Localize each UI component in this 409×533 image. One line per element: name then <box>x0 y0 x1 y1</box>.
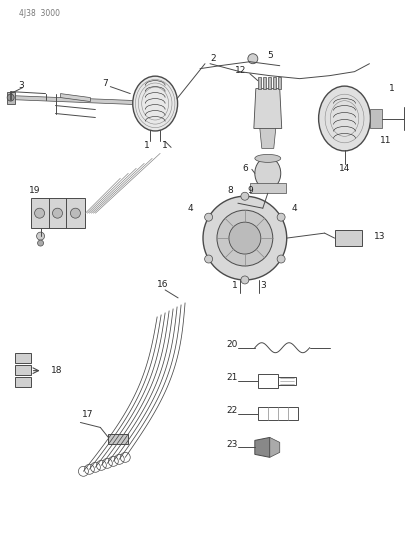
Circle shape <box>216 210 272 266</box>
Text: 17: 17 <box>82 410 94 419</box>
Circle shape <box>276 255 284 263</box>
Circle shape <box>36 232 45 240</box>
Bar <box>108 434 128 445</box>
Text: 13: 13 <box>373 232 385 240</box>
Text: 3: 3 <box>18 81 24 90</box>
Text: 7: 7 <box>102 79 108 88</box>
Polygon shape <box>249 183 285 193</box>
Text: 1: 1 <box>162 141 168 150</box>
Text: 19: 19 <box>29 186 40 195</box>
Circle shape <box>204 255 212 263</box>
Text: 4J38  3000: 4J38 3000 <box>18 10 59 18</box>
Text: 2: 2 <box>210 54 215 63</box>
Circle shape <box>204 213 212 221</box>
Bar <box>15 365 31 375</box>
Text: 22: 22 <box>226 406 237 415</box>
Polygon shape <box>11 95 160 106</box>
Bar <box>15 377 31 386</box>
Circle shape <box>240 192 248 200</box>
Ellipse shape <box>318 86 370 151</box>
Circle shape <box>7 94 14 101</box>
Text: 5: 5 <box>266 51 272 60</box>
Text: 20: 20 <box>226 340 237 349</box>
Circle shape <box>276 213 284 221</box>
Text: 16: 16 <box>156 280 168 289</box>
Text: 1: 1 <box>388 84 393 93</box>
Polygon shape <box>31 198 85 228</box>
Circle shape <box>202 196 286 280</box>
Ellipse shape <box>133 76 177 131</box>
Text: 1: 1 <box>231 281 237 290</box>
Text: 4: 4 <box>187 204 192 213</box>
Polygon shape <box>254 438 269 457</box>
Text: 1: 1 <box>144 141 150 150</box>
Text: 21: 21 <box>226 373 237 382</box>
Circle shape <box>240 276 248 284</box>
Circle shape <box>232 198 242 208</box>
Text: 11: 11 <box>379 136 391 145</box>
Polygon shape <box>61 94 90 102</box>
Bar <box>267 77 270 88</box>
Ellipse shape <box>254 155 280 163</box>
Circle shape <box>52 208 62 218</box>
Bar <box>257 77 260 88</box>
Text: 23: 23 <box>226 440 237 449</box>
Text: 4: 4 <box>291 204 297 213</box>
Bar <box>277 77 280 88</box>
Polygon shape <box>269 438 279 457</box>
Ellipse shape <box>254 157 280 189</box>
Bar <box>15 353 31 362</box>
Circle shape <box>70 208 80 218</box>
Bar <box>334 230 362 246</box>
Polygon shape <box>7 92 15 103</box>
Bar <box>262 77 265 88</box>
Circle shape <box>247 54 257 63</box>
Circle shape <box>34 208 45 218</box>
Text: 8: 8 <box>227 186 232 195</box>
Text: 6: 6 <box>241 164 247 173</box>
Text: 9: 9 <box>246 186 252 195</box>
Polygon shape <box>253 88 281 128</box>
Text: 3: 3 <box>259 281 265 290</box>
Bar <box>272 77 275 88</box>
Polygon shape <box>259 128 275 148</box>
Circle shape <box>38 240 43 246</box>
Circle shape <box>228 222 260 254</box>
Text: 14: 14 <box>338 164 349 173</box>
Text: 18: 18 <box>50 366 62 375</box>
Polygon shape <box>370 109 382 128</box>
Text: 12: 12 <box>234 66 245 75</box>
